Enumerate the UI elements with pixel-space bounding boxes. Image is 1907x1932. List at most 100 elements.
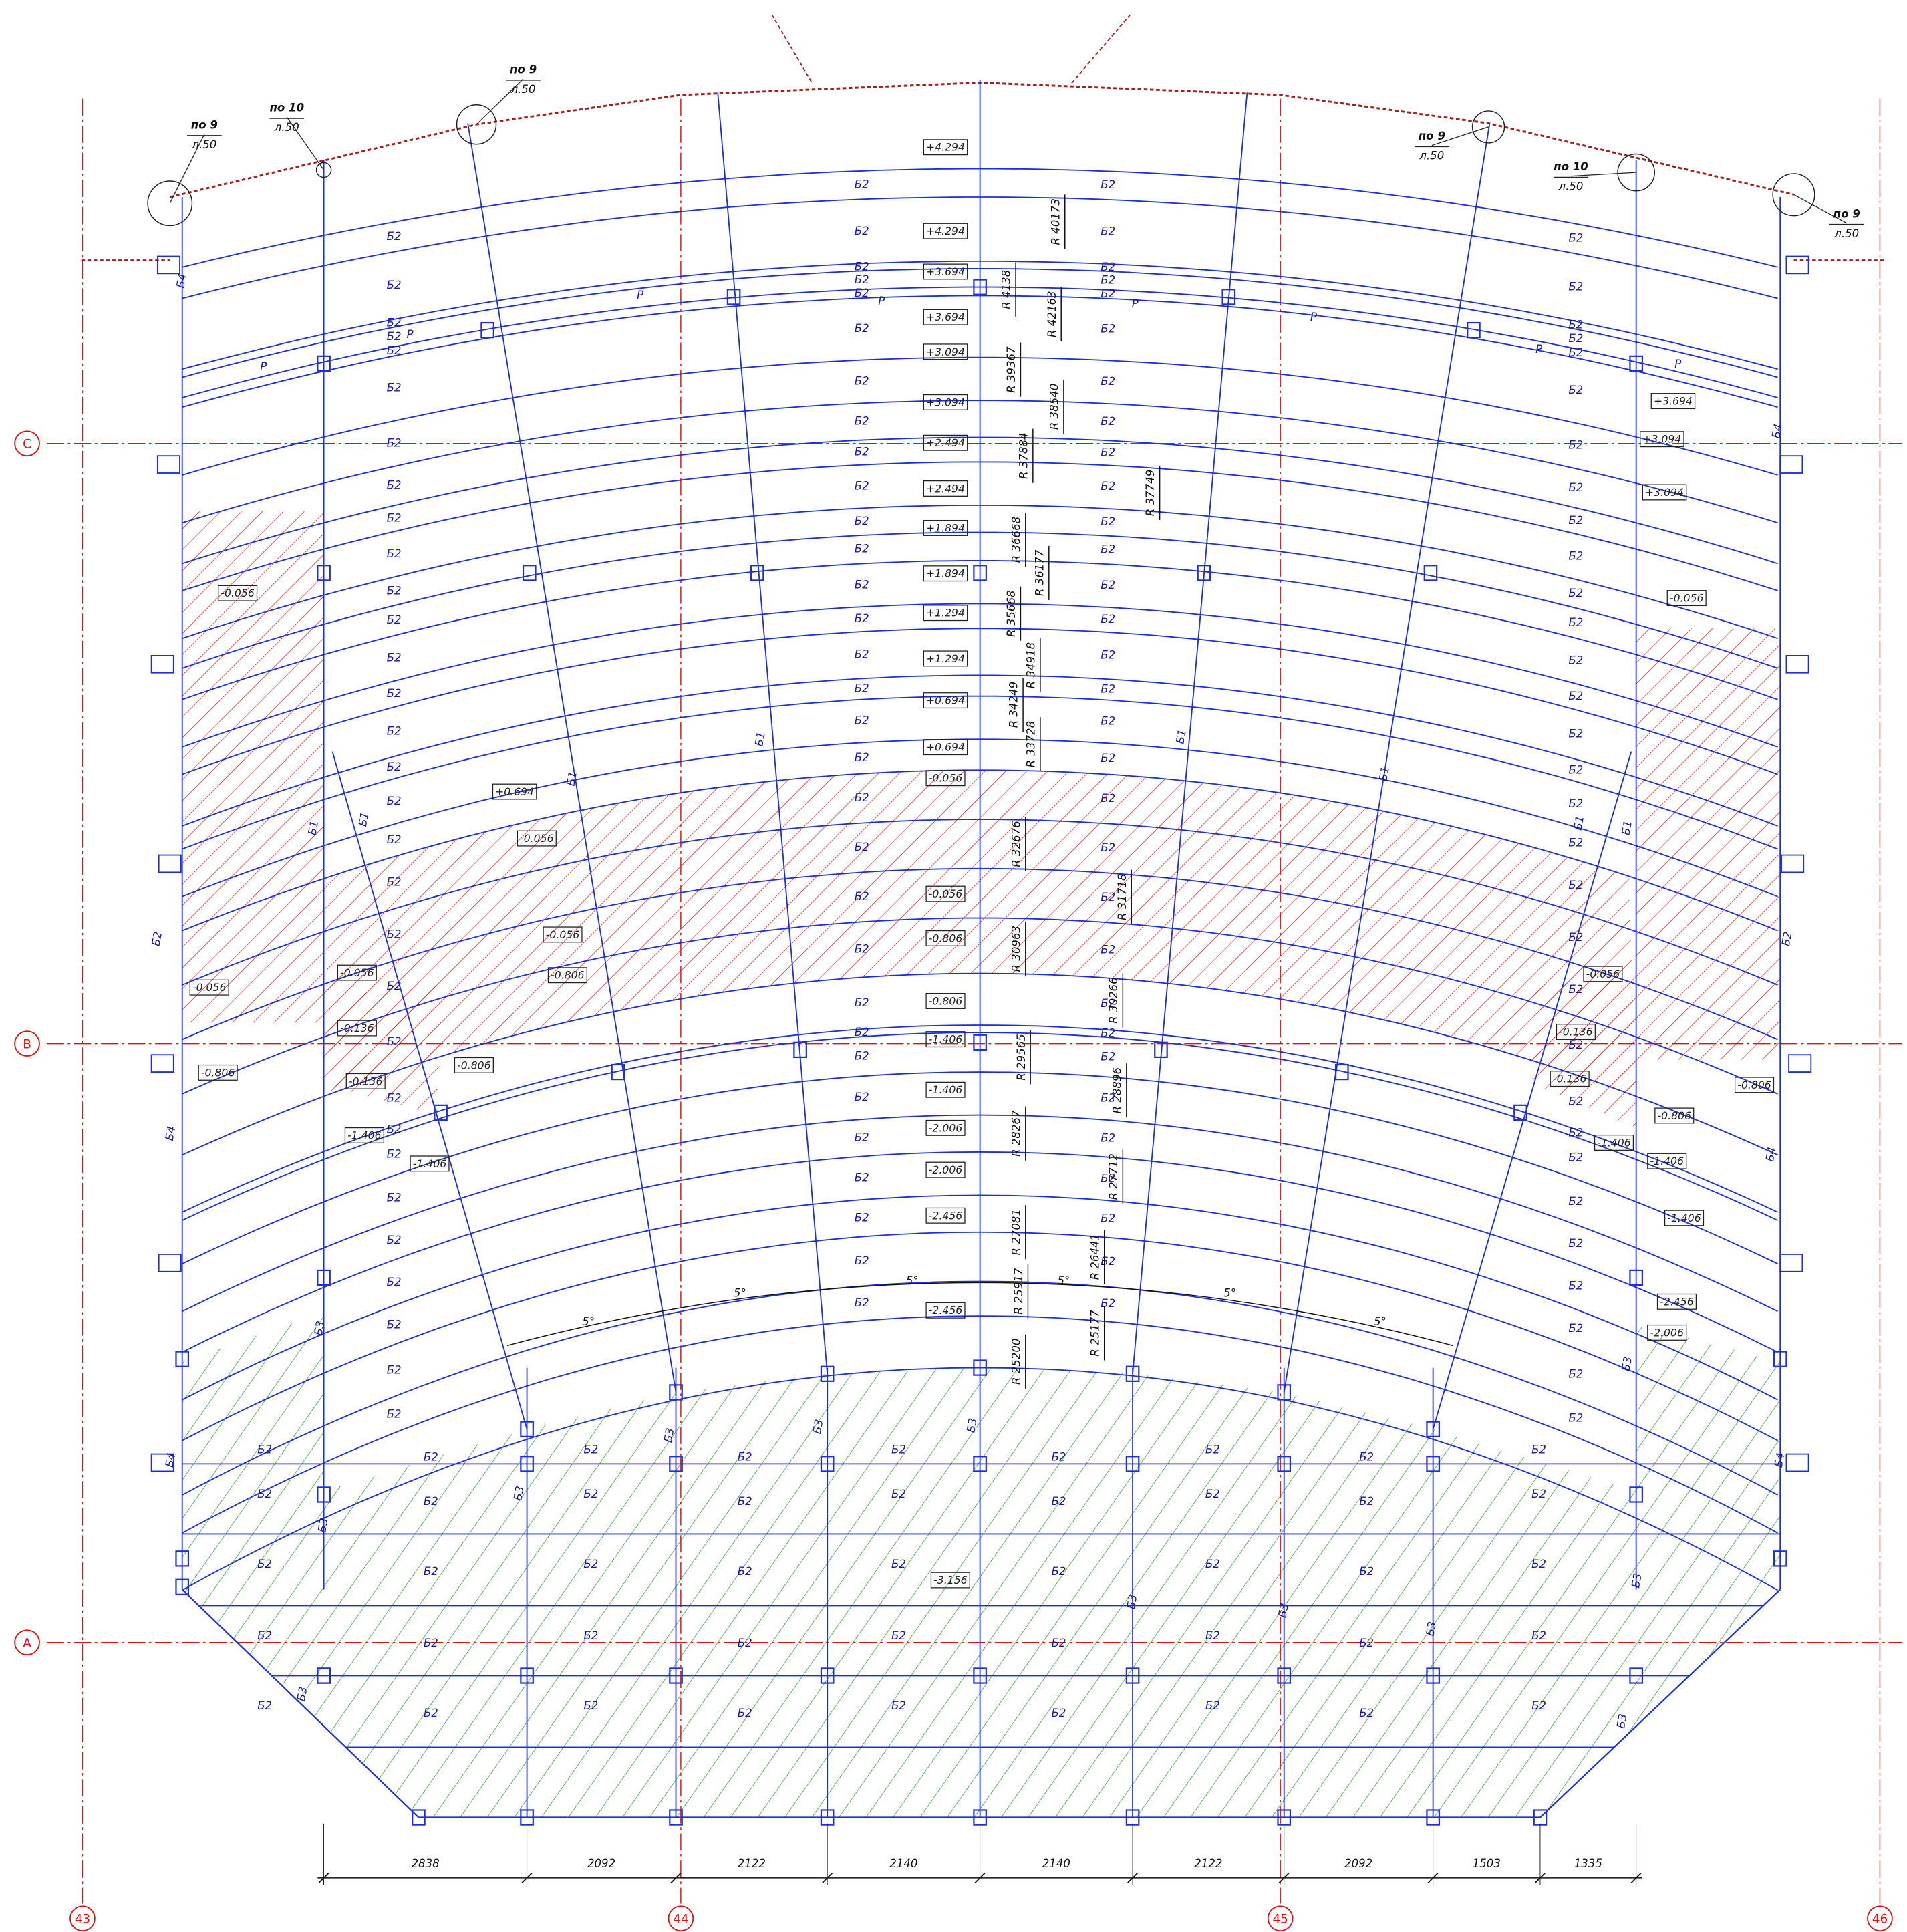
slab-label: Б2 xyxy=(1531,1629,1546,1642)
radius-label: R 38540 xyxy=(1048,384,1061,430)
axis-bubble xyxy=(69,1905,96,1932)
beam-label: Б2 xyxy=(1568,1126,1583,1139)
beam-label: Б2 xyxy=(387,613,402,626)
side-elevation: -0.056 xyxy=(1670,592,1703,605)
slab-label: Б2 xyxy=(257,1699,272,1712)
side-elevation: -1.406 xyxy=(1597,1136,1630,1149)
angle-label: 5° xyxy=(582,1315,595,1328)
axis-bubble xyxy=(14,1629,40,1656)
beam-label: Б2 xyxy=(855,791,869,804)
beam-label: Б2 xyxy=(387,1408,402,1421)
side-elevation: -0.056 xyxy=(1586,968,1620,980)
column xyxy=(412,1809,426,1826)
side-elevation: -2.456 xyxy=(1660,1295,1693,1308)
elevation: -1.406 xyxy=(929,1083,962,1096)
beam-label: Б2 xyxy=(387,547,402,560)
callout-sheet: л.50 xyxy=(510,83,536,96)
slab-label: Б2 xyxy=(738,1707,752,1719)
support xyxy=(150,1453,174,1472)
elevation-box xyxy=(925,885,966,902)
elevation-box xyxy=(930,1572,970,1589)
elevation-box xyxy=(198,1064,238,1081)
column xyxy=(820,1365,835,1382)
radius-label: R 34249 xyxy=(1008,682,1020,728)
elevation-box xyxy=(1647,1324,1687,1341)
slab-label: Б2 xyxy=(738,1451,752,1464)
beam-label: Б2 xyxy=(387,875,402,888)
side-elevation: -0.056 xyxy=(520,832,553,845)
slab-label: Б2 xyxy=(257,1443,272,1456)
column xyxy=(1334,1063,1349,1081)
beam-label: Б2 xyxy=(855,890,869,903)
side-elevation: -0.056 xyxy=(221,587,254,599)
slab-label: Б2 xyxy=(1052,1637,1066,1649)
beam-label: Б2 xyxy=(1101,579,1115,591)
column-label: Б4 xyxy=(163,1125,178,1142)
elevation-box xyxy=(925,992,966,1009)
elevation-box xyxy=(923,139,968,156)
column xyxy=(1467,321,1481,339)
beam-label: Б2 xyxy=(855,273,869,286)
column-label: Б3 xyxy=(295,1686,310,1703)
slab-label: Б2 xyxy=(738,1565,752,1578)
elevation-box xyxy=(923,343,968,360)
dimension: 1335 xyxy=(1574,1857,1602,1870)
radius-label: R 34918 xyxy=(1025,642,1038,689)
slab-label: Б2 xyxy=(1531,1558,1546,1570)
elevation-box xyxy=(410,1155,450,1172)
elevation-box xyxy=(1594,1135,1634,1151)
beam-label: Б2 xyxy=(387,436,402,449)
beam-label: Б2 xyxy=(1568,1412,1583,1425)
column-label: Р xyxy=(407,328,414,341)
callout-circle xyxy=(315,162,332,178)
beam-label: Б2 xyxy=(387,382,402,394)
elevation-box xyxy=(492,783,537,800)
column-label: Б1 xyxy=(356,811,372,827)
beam-label: Б2 xyxy=(387,279,402,291)
beam-label: Б2 xyxy=(1101,841,1115,854)
column xyxy=(726,289,741,305)
column xyxy=(1221,289,1236,305)
elevation: +3.094 xyxy=(926,396,965,408)
angle-label: 5° xyxy=(1057,1274,1070,1287)
elevation: +4.294 xyxy=(926,225,965,237)
angle-label: 5° xyxy=(1374,1315,1386,1328)
beam-label: Б2 xyxy=(1568,1095,1583,1108)
elevation-box xyxy=(923,519,968,536)
radius-label: R 25917 xyxy=(1012,1268,1025,1315)
beam-label: Б2 xyxy=(387,330,402,343)
slab-label: Б2 xyxy=(424,1451,438,1464)
beam-label: Б2 xyxy=(1568,549,1583,562)
dimension: 2140 xyxy=(1042,1857,1070,1870)
support xyxy=(150,654,174,674)
dimension: 2122 xyxy=(1194,1857,1222,1870)
column xyxy=(973,1034,987,1051)
beam-label: Б2 xyxy=(855,414,869,427)
side-elevation: -1.406 xyxy=(1667,1212,1701,1224)
side-elevation: -0.806 xyxy=(551,969,584,982)
support xyxy=(1781,854,1805,873)
column xyxy=(175,1578,190,1595)
elevation-box xyxy=(923,394,968,410)
axis-bubble xyxy=(1267,1905,1294,1932)
callout-ref: по 9 xyxy=(510,63,537,76)
elevation-box xyxy=(925,770,966,787)
beam-label: Б2 xyxy=(1101,752,1115,765)
elevation-box xyxy=(1647,1153,1687,1169)
column-label: Р xyxy=(637,289,643,301)
elevation: -2.456 xyxy=(929,1209,962,1222)
beam-label: Б2 xyxy=(1101,1131,1115,1144)
callout-circle xyxy=(1617,153,1656,192)
column-label: Р xyxy=(1674,358,1681,370)
callout-leader xyxy=(476,78,524,125)
column xyxy=(611,1063,625,1081)
column xyxy=(434,1104,448,1121)
beam-label: Б2 xyxy=(1101,261,1115,273)
beam-label: Б2 xyxy=(855,374,869,387)
elevation: +4.294 xyxy=(926,141,965,154)
beam-label: Б2 xyxy=(1101,323,1115,335)
slab-label: Б2 xyxy=(1052,1451,1066,1464)
column-label: Б4 xyxy=(1772,1452,1787,1468)
slab-label: Б2 xyxy=(257,1488,272,1500)
column-label: Б3 xyxy=(1424,1621,1439,1637)
